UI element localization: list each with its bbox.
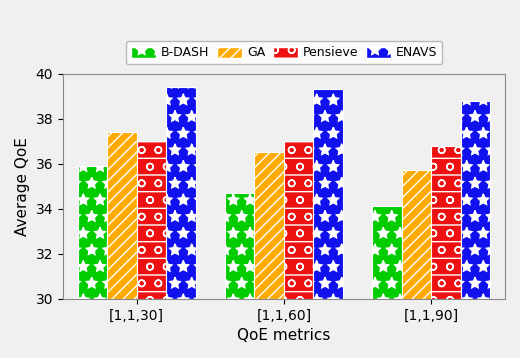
Bar xyxy=(166,87,196,299)
Bar xyxy=(431,146,461,299)
Bar xyxy=(314,89,343,299)
Bar xyxy=(284,141,314,299)
Bar xyxy=(402,170,431,299)
Bar xyxy=(77,166,107,299)
Bar xyxy=(372,206,402,299)
X-axis label: QoE metrics: QoE metrics xyxy=(237,328,331,343)
Bar xyxy=(137,141,166,299)
Bar xyxy=(461,101,490,299)
Bar xyxy=(225,193,254,299)
Bar xyxy=(107,132,137,299)
Y-axis label: Average QoE: Average QoE xyxy=(15,137,30,236)
Legend: B-DASH, GA, Pensieve, ENAVS: B-DASH, GA, Pensieve, ENAVS xyxy=(126,42,442,64)
Bar xyxy=(254,153,284,299)
